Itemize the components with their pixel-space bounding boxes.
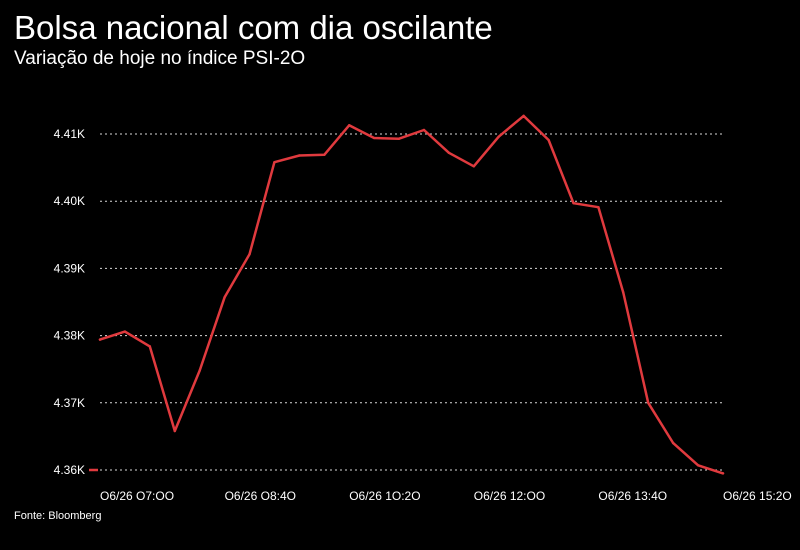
data-point: [123, 330, 127, 333]
x-tick-label: O6/26 O8:4O: [225, 489, 296, 503]
data-point: [298, 154, 301, 157]
gridlines: [89, 133, 723, 472]
x-tick-label: O6/26 12:OO: [474, 489, 545, 503]
data-point: [98, 338, 102, 341]
data-point: [647, 401, 650, 404]
data-point: [522, 114, 525, 118]
data-point: [372, 136, 376, 140]
data-point: [198, 369, 201, 372]
x-tick-label: O6/26 O7:OO: [100, 489, 174, 503]
data-point: [472, 165, 475, 168]
data-point: [572, 202, 575, 205]
y-tick-label: 4.37K: [54, 396, 85, 410]
y-tick-label: 4.36K: [54, 463, 85, 477]
data-point: [223, 296, 226, 299]
chart-title: Bolsa nacional com dia oscilante: [14, 9, 493, 46]
y-tick-label: 4.41K: [54, 127, 85, 141]
x-tick-label: O6/26 13:4O: [598, 489, 667, 503]
data-point: [397, 137, 401, 140]
x-tick-label: O6/26 1O:2O: [349, 489, 420, 503]
x-axis-ticks: O6/26 O7:OO O6/26 O8:4O O6/26 1O:2O O6/26 1…: [100, 489, 792, 503]
data-point: [497, 135, 500, 138]
x-tick-label: O6/26 15:2O: [723, 489, 792, 503]
data-point: [447, 151, 451, 155]
data-point: [547, 138, 550, 142]
series-line: [98, 114, 725, 475]
data-point: [348, 124, 351, 127]
source-note: Fonte: Bloomberg: [14, 510, 102, 522]
data-point: [597, 206, 600, 209]
data-point: [173, 429, 176, 433]
data-point: [248, 253, 251, 256]
data-point: [622, 291, 625, 294]
data-point: [323, 153, 326, 157]
y-tick-label: 4.38K: [54, 329, 85, 343]
data-point: [148, 345, 152, 348]
series-layer: [98, 114, 725, 475]
y-axis-ticks: 4.36K 4.37K 4.38K 4.39K 4.40K 4.41K: [54, 127, 85, 477]
data-point: [273, 161, 276, 164]
chart-subtitle: Variação de hoje no índice PSI-2O: [14, 48, 306, 69]
data-point: [696, 464, 700, 467]
data-point: [422, 128, 426, 132]
data-point: [721, 472, 725, 475]
y-tick-label: 4.40K: [54, 194, 85, 208]
data-point: [671, 441, 675, 445]
y-tick-label: 4.39K: [54, 261, 85, 275]
